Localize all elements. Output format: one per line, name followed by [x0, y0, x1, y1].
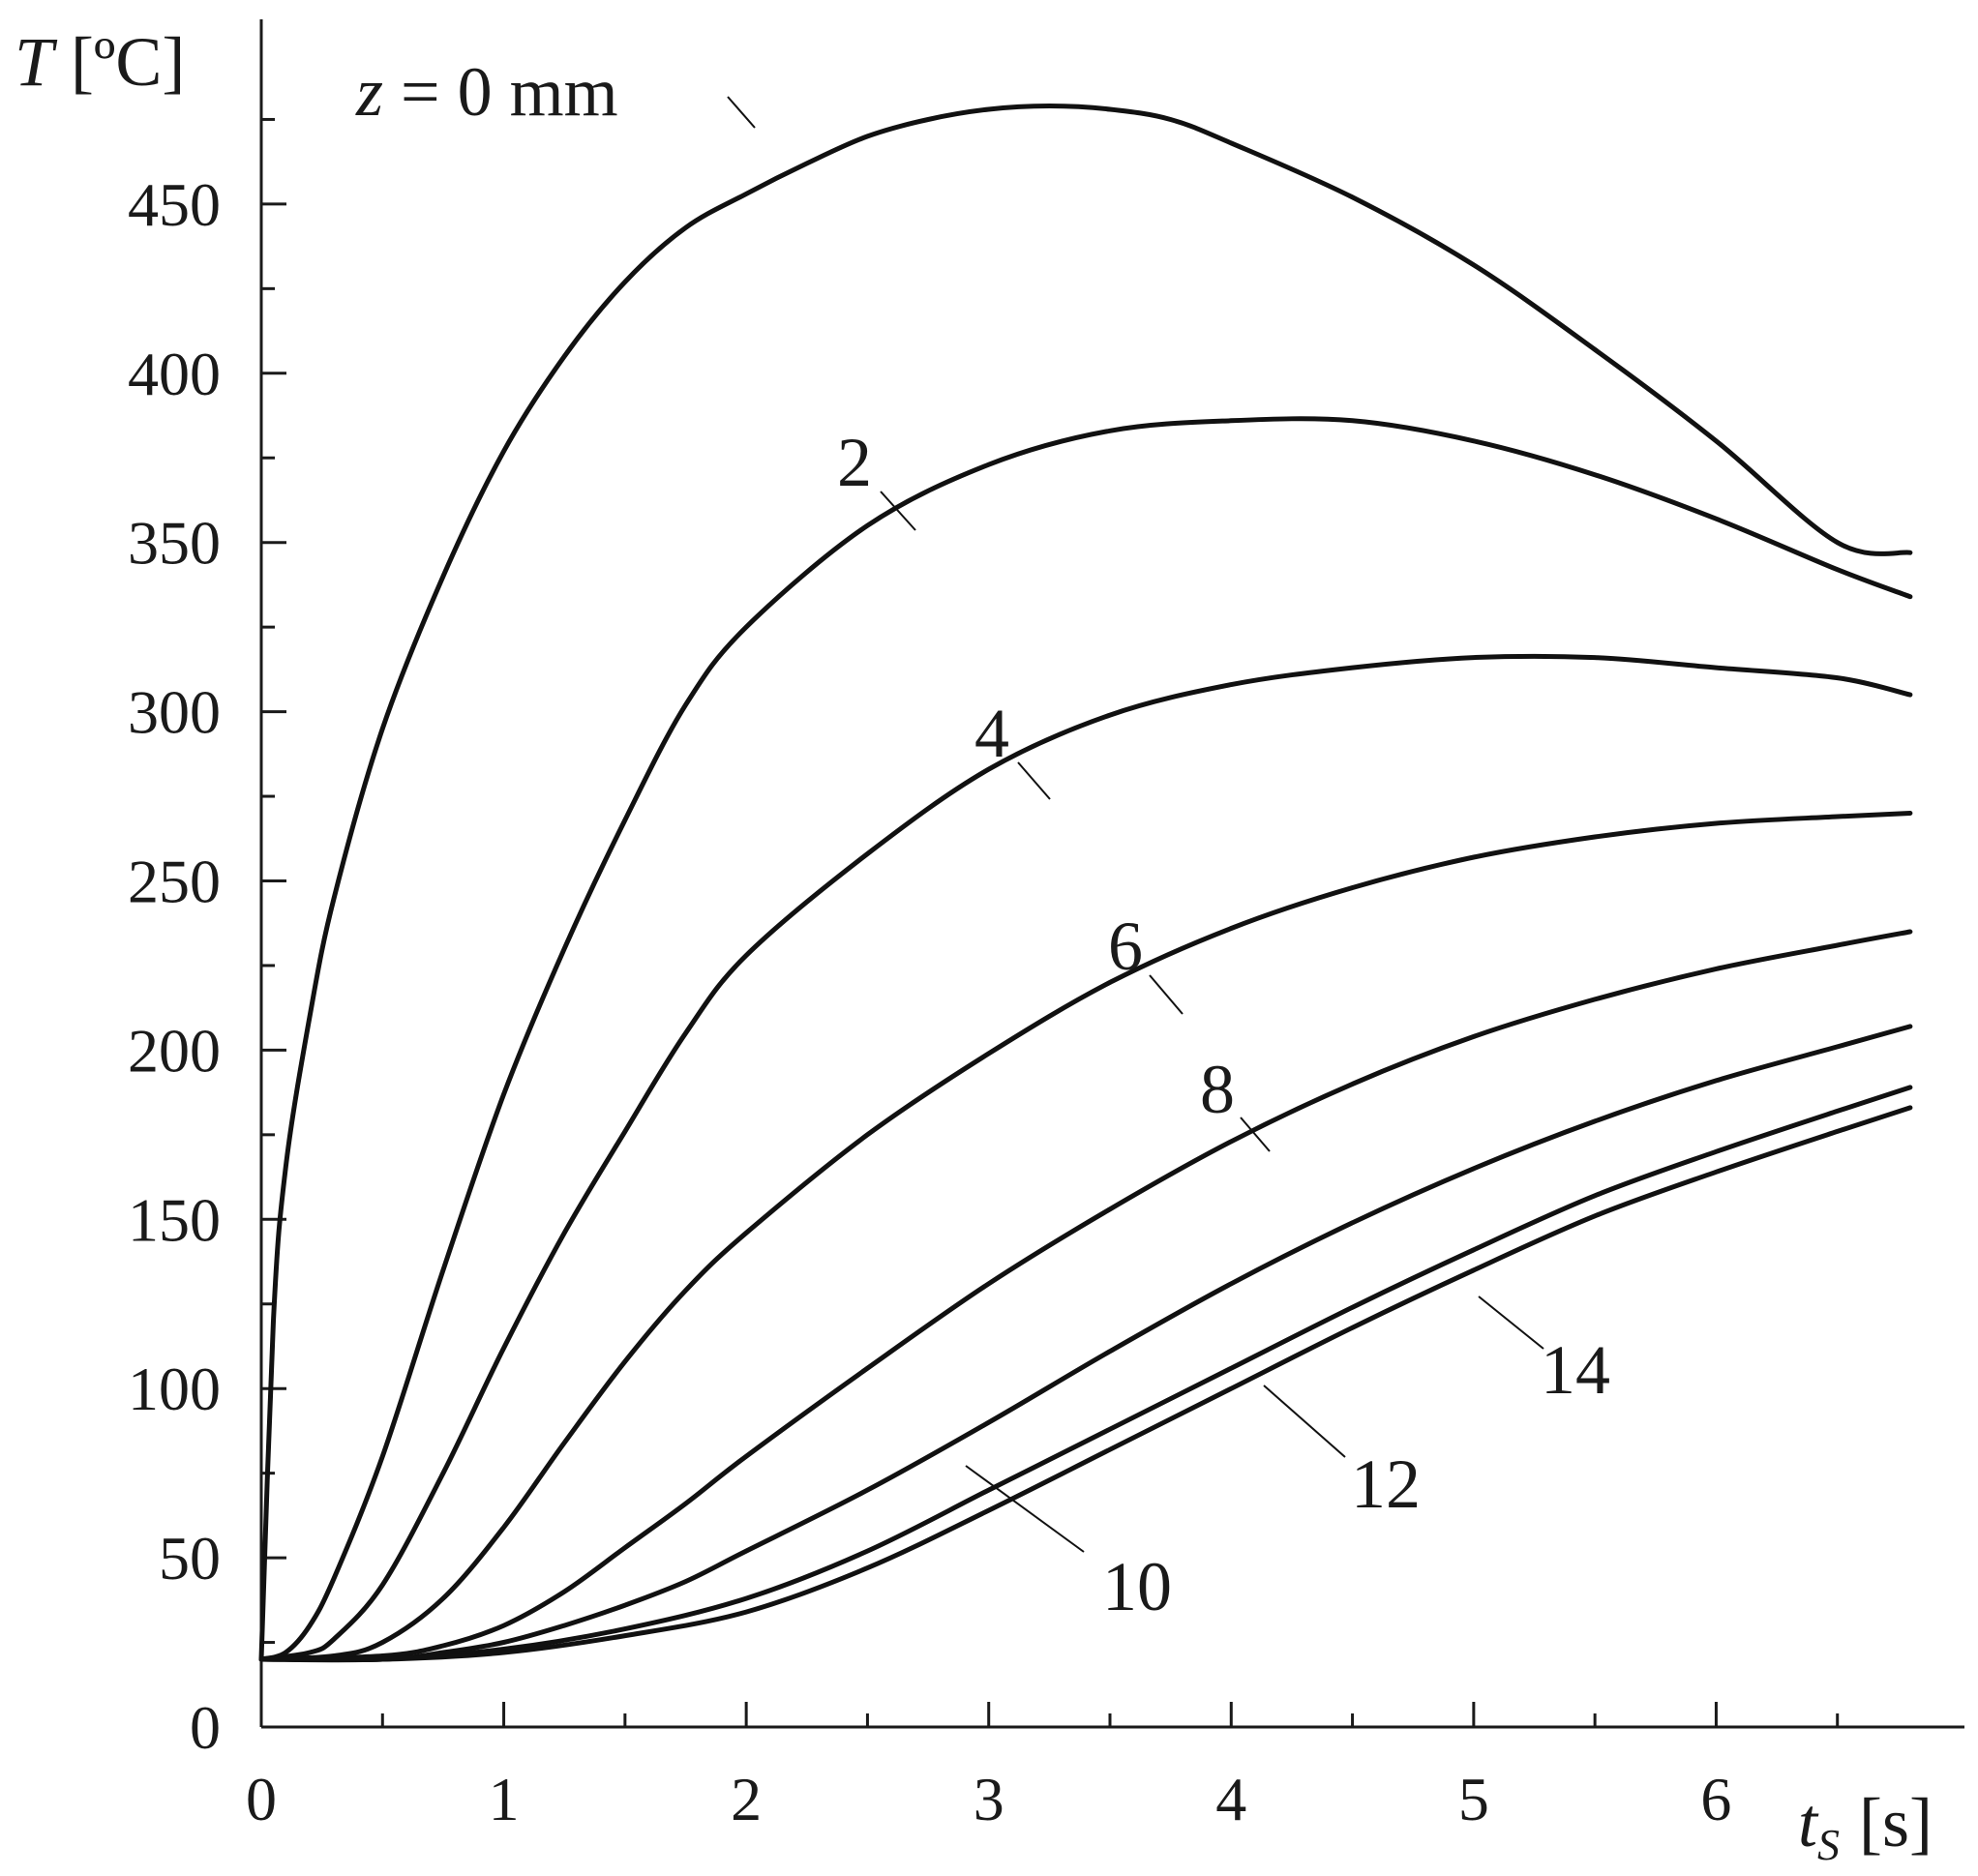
series-leader-line: [1478, 1295, 1544, 1350]
series-label: 4: [974, 695, 1009, 772]
y-axis-title-text: T [ºC]: [15, 23, 185, 101]
y-tick-label: 350: [128, 509, 221, 578]
y-tick-label: 300: [128, 678, 221, 747]
x-tick-label: 1: [489, 1765, 520, 1833]
x-axis-subscript: S: [1817, 1820, 1840, 1869]
x-axis-title-text: tS [s]: [1798, 1784, 1933, 1869]
axes: [259, 19, 1964, 1729]
series-label: z = 0 mm: [355, 53, 618, 131]
series-label-text: 6: [1108, 908, 1143, 985]
series-label: 8: [1200, 1051, 1235, 1128]
series-label-text: 14: [1541, 1331, 1610, 1409]
y-tick-label: 200: [128, 1016, 221, 1085]
y-tick-label: 250: [128, 848, 221, 916]
y-tick-label: 450: [128, 170, 221, 239]
x-tick-label: 0: [246, 1765, 277, 1833]
x-tick-label: 2: [731, 1765, 762, 1833]
y-tick-label: 150: [128, 1185, 221, 1254]
series-curve-12: [258, 1085, 1913, 1663]
series-curve-z-0-mm: [258, 104, 1913, 1662]
series-curve-14: [258, 1105, 1913, 1663]
series-label-text: 2: [837, 424, 872, 501]
series-label-text: 4: [974, 695, 1009, 772]
series-leader-line: [880, 491, 916, 531]
y-axis-symbol: T: [15, 23, 58, 101]
x-tick-label: 4: [1215, 1765, 1246, 1833]
series-curve-8: [258, 929, 1913, 1662]
series-leader-line: [1017, 761, 1051, 800]
series-curve-10: [258, 1024, 1913, 1663]
y-tick-label: 50: [159, 1524, 221, 1593]
y-axis-unit: [ºC]: [71, 23, 185, 101]
series-curve-6: [258, 811, 1913, 1662]
x-axis-symbol: t: [1798, 1784, 1819, 1861]
x-axis-title: tS [s]: [1798, 1784, 1933, 1869]
series-label-variable: z: [355, 53, 383, 131]
series-label: 10: [1102, 1548, 1172, 1625]
series-label: 12: [1351, 1445, 1421, 1523]
y-tick-label: 0: [190, 1693, 221, 1762]
y-tick-label: 100: [128, 1355, 221, 1423]
series-label: 14: [1541, 1331, 1610, 1409]
series-curve-2: [258, 416, 1913, 1662]
y-tick-label: 400: [128, 340, 221, 408]
series-leader-lines: [727, 96, 1544, 1553]
series-label: 6: [1108, 908, 1143, 985]
y-axis-title: T [ºC]: [15, 23, 185, 101]
series-label-text: 10: [1102, 1548, 1172, 1625]
x-axis-unit: [s]: [1859, 1784, 1933, 1861]
x-tick-label: 5: [1458, 1765, 1489, 1833]
x-tick-label: 3: [974, 1765, 1004, 1833]
series-curve-4: [258, 653, 1913, 1662]
series-leader-line: [965, 1465, 1085, 1553]
series-leader-line: [1263, 1385, 1346, 1458]
series-leader-line: [1240, 1117, 1271, 1152]
series-label-text: 8: [1200, 1051, 1235, 1128]
series-leader-line: [727, 96, 756, 129]
x-tick-label: 6: [1700, 1765, 1731, 1833]
series-labels: z = 0 mm 2 4 68 10 12 14: [355, 53, 1610, 1625]
ticks: [259, 117, 1840, 1729]
series-label: 2: [837, 424, 872, 501]
series-curves: [258, 104, 1913, 1663]
series-label-text: = 0 mm: [383, 53, 618, 131]
series-leader-line: [1149, 974, 1184, 1015]
series-label-text: 12: [1351, 1445, 1421, 1523]
